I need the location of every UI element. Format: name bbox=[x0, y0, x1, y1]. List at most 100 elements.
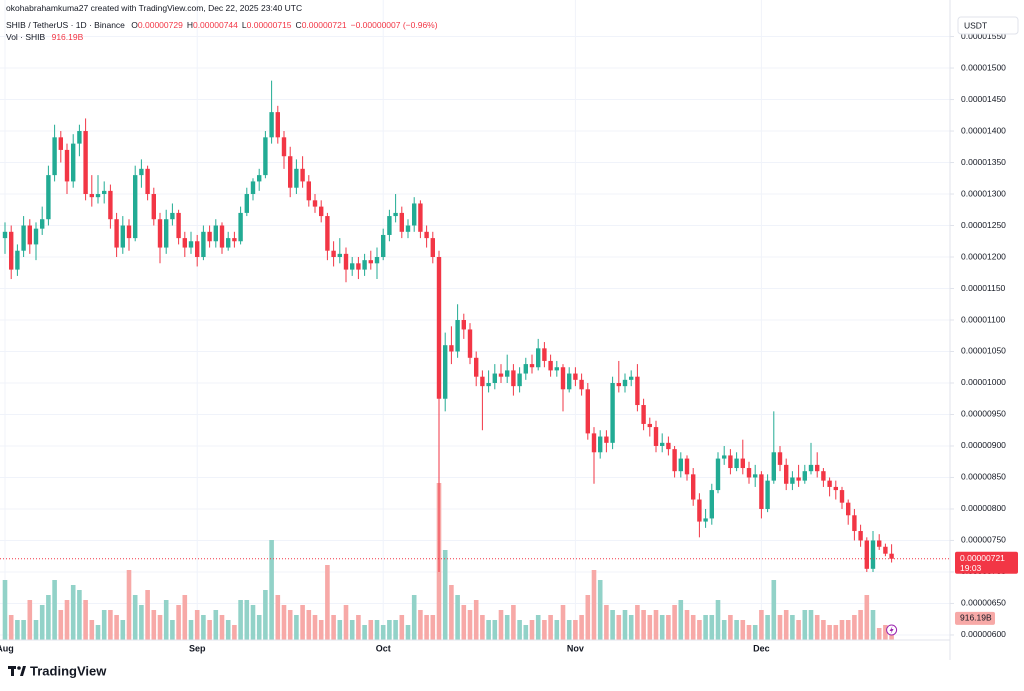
candle-body bbox=[405, 225, 411, 232]
y-tick-label: 0.00001000 bbox=[961, 377, 1006, 387]
candle-body bbox=[498, 373, 504, 377]
candle-body bbox=[238, 212, 243, 242]
volume-bar bbox=[511, 605, 516, 640]
candle-body bbox=[653, 427, 659, 446]
candle-body bbox=[610, 382, 615, 443]
candle-body bbox=[641, 405, 646, 424]
volume-bar bbox=[597, 580, 603, 640]
y-tick-label: 0.00000650 bbox=[961, 598, 1006, 608]
candle-body bbox=[746, 468, 752, 478]
candle-body bbox=[350, 263, 355, 270]
y-tick-label: 0.00001300 bbox=[961, 188, 1006, 198]
x-tick-label: Oct bbox=[376, 643, 391, 653]
candle-body bbox=[604, 436, 609, 443]
volume-bar bbox=[21, 620, 26, 640]
candle-body bbox=[145, 168, 150, 195]
volume-bar bbox=[399, 615, 405, 640]
volume-bar bbox=[746, 625, 752, 640]
volume-bar bbox=[287, 610, 293, 640]
candle-body bbox=[740, 458, 745, 469]
candle-body bbox=[257, 175, 262, 182]
credit-line: okohabrahamkuma27 created with TradingVi… bbox=[6, 3, 306, 13]
legend-key: C bbox=[295, 20, 302, 30]
candle-body bbox=[598, 436, 603, 453]
volume-bar bbox=[182, 595, 188, 640]
axis-layer: 0.000006000.000006500.000007000.00000750… bbox=[0, 31, 1018, 653]
volume-bar bbox=[349, 620, 355, 640]
volume-bar bbox=[566, 620, 572, 640]
candle-body bbox=[412, 203, 417, 226]
candle-body bbox=[244, 194, 249, 213]
volume-bar bbox=[374, 620, 380, 640]
candle-body bbox=[219, 225, 225, 248]
volume-bar bbox=[318, 620, 324, 640]
volume-bar bbox=[492, 620, 498, 640]
volume-bar bbox=[814, 615, 820, 640]
volume-bar bbox=[52, 580, 57, 640]
volume-bar bbox=[690, 615, 696, 640]
volume-bar bbox=[213, 610, 219, 640]
candle-body bbox=[666, 442, 671, 450]
price-change: −0.00000007 (−0.96%) bbox=[350, 20, 438, 30]
volume-bar bbox=[157, 615, 163, 640]
candle-body bbox=[697, 499, 702, 522]
volume-bar bbox=[647, 615, 653, 640]
legend-key: H bbox=[186, 20, 193, 30]
legend-key: O bbox=[131, 20, 138, 30]
volume-bar bbox=[430, 615, 436, 640]
legend-key: L bbox=[241, 20, 247, 30]
candle-body bbox=[126, 225, 132, 239]
volume-bar bbox=[337, 620, 343, 640]
volume-bar bbox=[852, 615, 857, 640]
volume-bar bbox=[504, 615, 510, 640]
volume-bar bbox=[480, 615, 485, 640]
volume-bar bbox=[678, 600, 684, 640]
candle-body bbox=[343, 253, 349, 270]
candle-body bbox=[784, 464, 789, 484]
volume-bar bbox=[46, 595, 51, 640]
y-tick-label: 0.00000900 bbox=[961, 440, 1006, 450]
y-tick-label: 0.00001350 bbox=[961, 157, 1006, 167]
candle-body bbox=[585, 389, 590, 434]
candle-body bbox=[294, 168, 299, 188]
volume-bar bbox=[628, 615, 634, 640]
volume-bar bbox=[790, 615, 795, 640]
volume-bar bbox=[821, 620, 826, 640]
candle-body bbox=[381, 234, 386, 258]
candle-body bbox=[839, 490, 845, 503]
volume-bar bbox=[765, 615, 770, 640]
volume-bar bbox=[232, 625, 237, 640]
volume-bar bbox=[64, 600, 70, 640]
candle-body bbox=[573, 373, 578, 380]
candle-body bbox=[362, 260, 367, 270]
candle-body bbox=[715, 458, 721, 491]
candle-body bbox=[356, 263, 361, 270]
volume-bar bbox=[883, 625, 888, 640]
candle-body bbox=[579, 379, 584, 390]
volume-bar bbox=[387, 620, 392, 640]
logo-shape bbox=[17, 666, 21, 670]
volume-bar bbox=[529, 620, 535, 640]
candle-body bbox=[443, 345, 448, 399]
volume-bar bbox=[411, 595, 417, 640]
volume-bar bbox=[8, 615, 14, 640]
candle-body bbox=[852, 515, 857, 532]
candle-body bbox=[387, 216, 392, 235]
volume-bar bbox=[306, 610, 312, 640]
volume-bar bbox=[585, 595, 591, 640]
candle-body bbox=[418, 203, 423, 232]
candle-body bbox=[52, 137, 57, 176]
volume-bar bbox=[461, 605, 467, 640]
y-tick-label: 0.00000800 bbox=[961, 503, 1006, 513]
volume-bar bbox=[870, 610, 876, 640]
candle-body bbox=[622, 379, 628, 387]
candle-body bbox=[263, 137, 268, 176]
volume-bar bbox=[796, 620, 801, 640]
currency-label: USDT bbox=[964, 20, 987, 30]
candle-body bbox=[542, 348, 547, 361]
y-tick-label: 0.00001550 bbox=[961, 31, 1006, 41]
price-tag bbox=[955, 551, 1018, 574]
candle-body bbox=[474, 357, 479, 377]
candle-body bbox=[430, 238, 435, 258]
